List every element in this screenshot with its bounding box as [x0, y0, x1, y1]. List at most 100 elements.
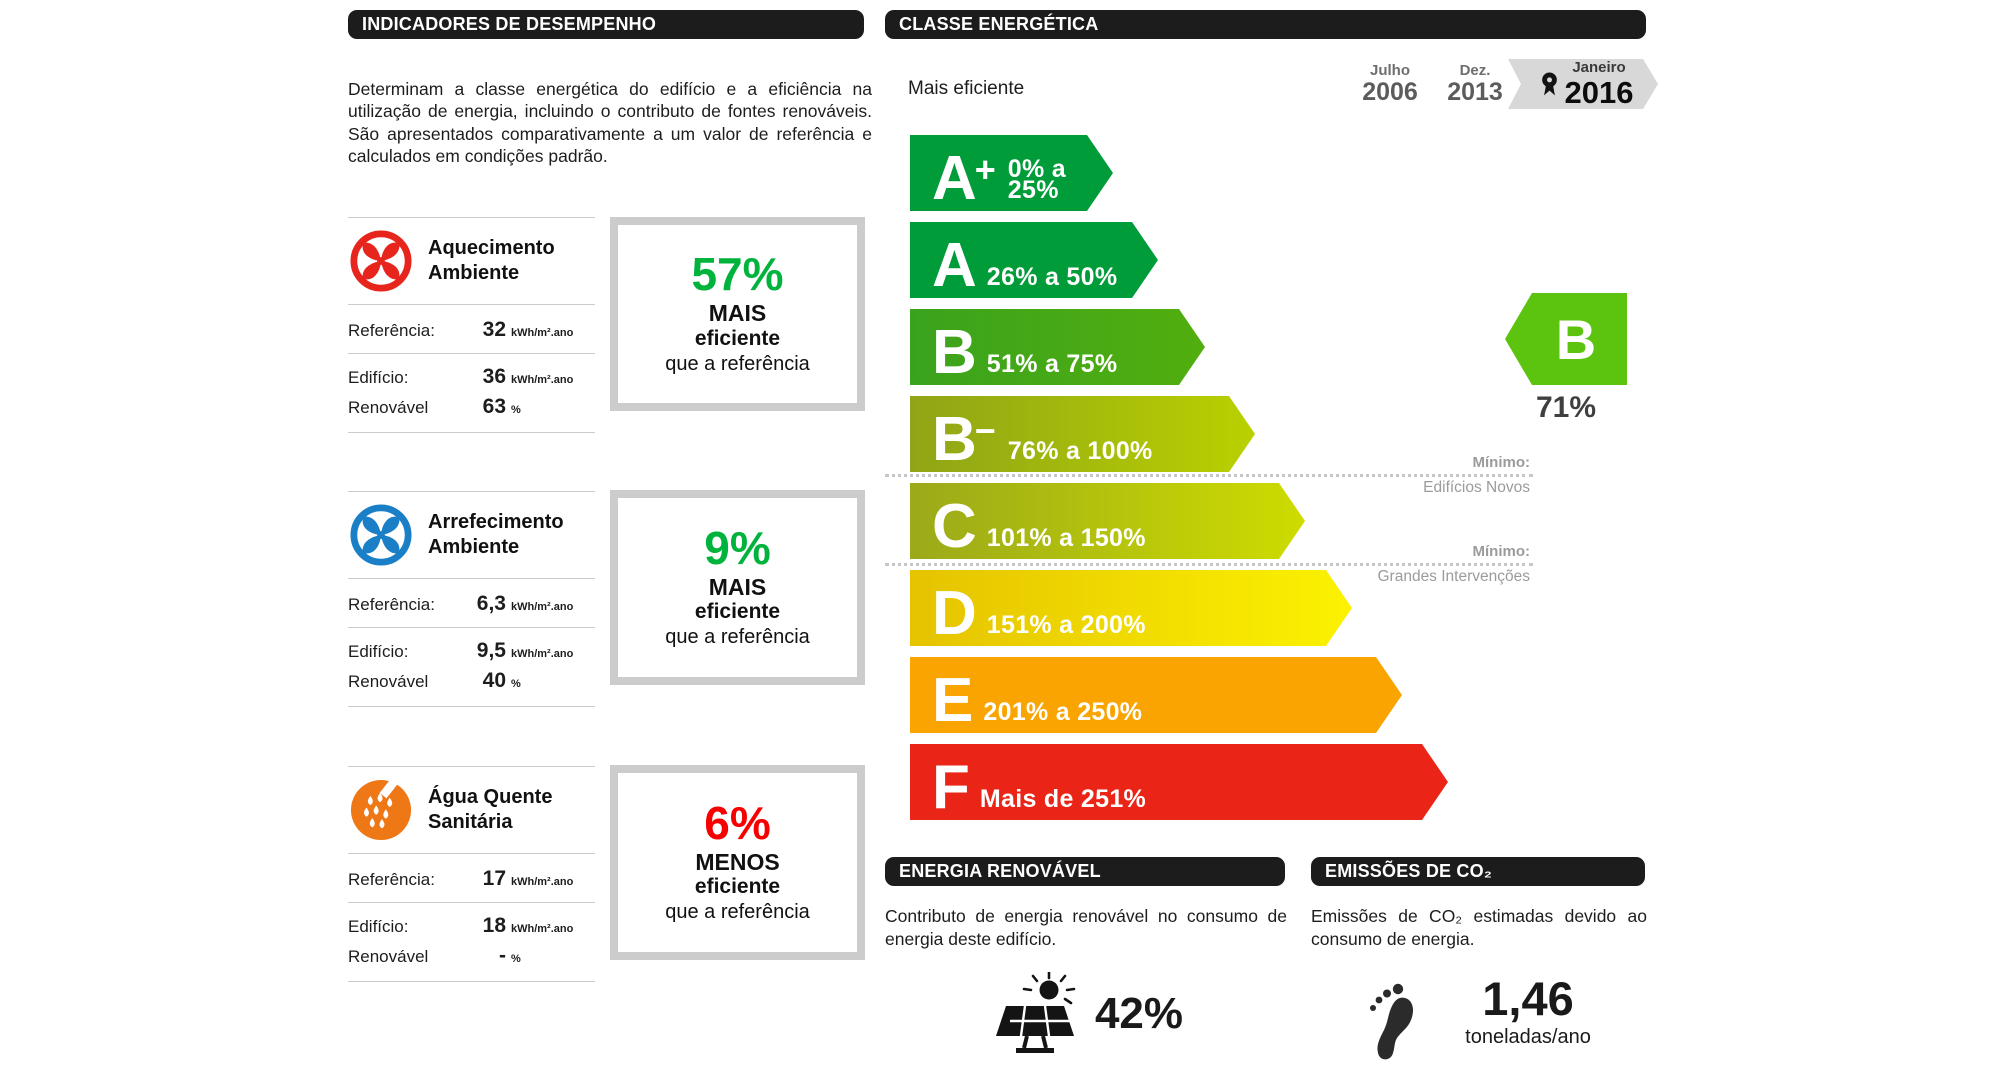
renewable-value: -: [499, 944, 506, 967]
timeline-tab-2016-selected: Janeiro 2016: [1508, 59, 1658, 109]
class-range: 0% a 25%: [1007, 155, 1066, 204]
timeline-year: 2016: [1564, 75, 1634, 110]
dotted-separator-major-renovations: [885, 563, 1533, 566]
indicator-hot-water: Água Quente Sanitária Referência: 17 kWh…: [348, 766, 595, 982]
class-arrow-a-plus: A+ 0% a 25%: [910, 135, 1113, 211]
class-arrow-a: A 26% a 50%: [910, 222, 1158, 298]
reference-unit: kWh/m².ano: [511, 327, 574, 339]
reference-value: 17: [482, 867, 506, 890]
renewable-unit: %: [511, 953, 521, 965]
class-arrow-b-minus: B− 76% a 100%: [910, 396, 1255, 472]
co2-emissions-value: 1,46: [1482, 972, 1574, 1025]
timeline-month: Janeiro: [1572, 59, 1626, 76]
class-arrow-c: C 101% a 150%: [910, 483, 1305, 559]
timeline-year: 2013: [1447, 78, 1503, 106]
building-unit: kWh/m².ano: [511, 374, 574, 386]
rating-letter: B: [1555, 307, 1597, 371]
reference-label: Referência:: [348, 595, 435, 614]
building-label: Edifício:: [348, 368, 409, 387]
result-line2: eficiente: [694, 600, 781, 624]
dotted-separator-new-buildings: [885, 474, 1533, 477]
building-label: Edifício:: [348, 917, 409, 936]
timeline-month: Dez.: [1459, 62, 1491, 79]
medal-icon: [1541, 71, 1558, 98]
co2-emissions-header: EMISSÕES DE CO₂: [1311, 857, 1645, 886]
result-word: MAIS: [708, 573, 767, 600]
building-label: Edifício:: [348, 642, 409, 661]
regulation-timeline: Julho 2006 Dez. 2013 Janeiro 2016: [1338, 59, 1658, 109]
more-efficient-label: Mais eficiente: [908, 78, 1025, 99]
reference-value: 32: [482, 318, 506, 341]
result-line2: eficiente: [694, 875, 781, 899]
intro-paragraph: Determinam a classe energética do edifíc…: [348, 78, 872, 167]
result-line3: que a referência: [665, 352, 810, 375]
co2-emissions-title: EMISSÕES DE CO₂: [1325, 861, 1493, 881]
result-percent: 57%: [691, 248, 784, 301]
renewable-energy-value-row: 42%: [885, 972, 1287, 1056]
renewable-energy-text: Contributo de energia renovável no consu…: [885, 906, 1287, 949]
renewable-unit: %: [511, 404, 521, 416]
fan-icon: [350, 230, 412, 292]
shower-icon: [350, 779, 412, 841]
timeline-year: 2006: [1362, 78, 1418, 106]
minimum-new-buildings-label: Mínimo:: [1472, 454, 1531, 471]
result-percent: 9%: [704, 521, 771, 574]
class-range: Mais de 251%: [979, 784, 1147, 813]
class-arrow-f: F Mais de 251%: [910, 744, 1448, 820]
renewable-label: Renovável: [348, 672, 429, 691]
minimum-new-buildings-sub: Edifícios Novos: [1423, 479, 1530, 496]
result-word: MENOS: [695, 848, 780, 875]
indicator-heating-title: Aquecimento Ambiente: [428, 237, 555, 284]
class-range: 201% a 250%: [983, 697, 1143, 726]
result-box-hot-water: 6% MENOS eficiente que a referência: [610, 765, 865, 960]
indicator-cooling-head: Arrefecimento Ambiente: [348, 492, 595, 579]
result-box-cooling: 9% MAIS eficiente que a referência: [610, 490, 865, 685]
renewable-value: 63: [482, 395, 506, 418]
renewable-value: 40: [482, 669, 506, 692]
rating-percent: 71%: [1535, 391, 1597, 424]
renewable-energy-value: 42%: [1094, 989, 1184, 1038]
result-word: MAIS: [708, 300, 767, 327]
renewable-energy-title: ENERGIA RENOVÁVEL: [899, 861, 1101, 881]
indicator-cooling-title: Arrefecimento Ambiente: [428, 511, 564, 558]
class-arrow-e: E 201% a 250%: [910, 657, 1402, 733]
result-line3: que a referência: [665, 626, 810, 649]
building-value: 36: [482, 365, 506, 388]
building-unit: kWh/m².ano: [511, 648, 574, 660]
renewable-energy-header: ENERGIA RENOVÁVEL: [885, 857, 1285, 886]
energy-class-title: CLASSE ENERGÉTICA: [899, 14, 1099, 34]
reference-unit: kWh/m².ano: [511, 601, 574, 613]
class-arrow-d: D 151% a 200%: [910, 570, 1352, 646]
result-line2: eficiente: [694, 326, 781, 350]
class-range: 51% a 75%: [986, 349, 1118, 378]
rating-badge: B: [1505, 293, 1627, 385]
co2-emissions-text: Emissões de CO₂ estimadas devido ao cons…: [1311, 906, 1647, 949]
timeline-tab-2006: Julho 2006: [1338, 59, 1434, 109]
energy-class-scale: A+ 0% a 25% A 26% a 50% B 51% a 75% B− 7…: [885, 135, 1655, 835]
timeline-month: Julho: [1370, 62, 1410, 79]
class-range: 151% a 200%: [986, 610, 1146, 639]
renewable-unit: %: [511, 678, 521, 690]
minimum-major-renovations-label: Mínimo:: [1472, 543, 1531, 560]
footprint-icon: [1367, 981, 1417, 1063]
indicator-hot-water-head: Água Quente Sanitária: [348, 767, 595, 854]
building-renewable-rows: Edifício: 36 kWh/m².ano Renovável 63 %: [348, 354, 595, 433]
reference-value: 6,3: [476, 592, 506, 615]
renewable-label: Renovável: [348, 398, 429, 417]
building-value: 9,5: [476, 639, 506, 662]
performance-indicators-header: INDICADORES DE DESEMPENHO: [348, 10, 864, 39]
result-box-heating: 57% MAIS eficiente que a referência: [610, 217, 865, 411]
co2-emissions-value-row: 1,46 toneladas/ano: [1311, 975, 1647, 1063]
result-percent: 6%: [704, 796, 771, 849]
energy-class-header: CLASSE ENERGÉTICA: [885, 10, 1646, 39]
indicator-hot-water-title: Água Quente Sanitária: [428, 786, 553, 833]
indicator-cooling: Arrefecimento Ambiente Referência: 6,3 k…: [348, 491, 595, 707]
reference-row: Referência: 32 kWh/m².ano: [348, 305, 595, 354]
minimum-major-renovations-sub: Grandes Intervenções: [1377, 568, 1530, 585]
indicator-heating-head: Aquecimento Ambiente: [348, 218, 595, 305]
building-value: 18: [482, 914, 506, 937]
building-unit: kWh/m².ano: [511, 923, 574, 935]
timeline-tab-2013: Dez. 2013: [1423, 59, 1519, 109]
reference-label: Referência:: [348, 870, 435, 889]
